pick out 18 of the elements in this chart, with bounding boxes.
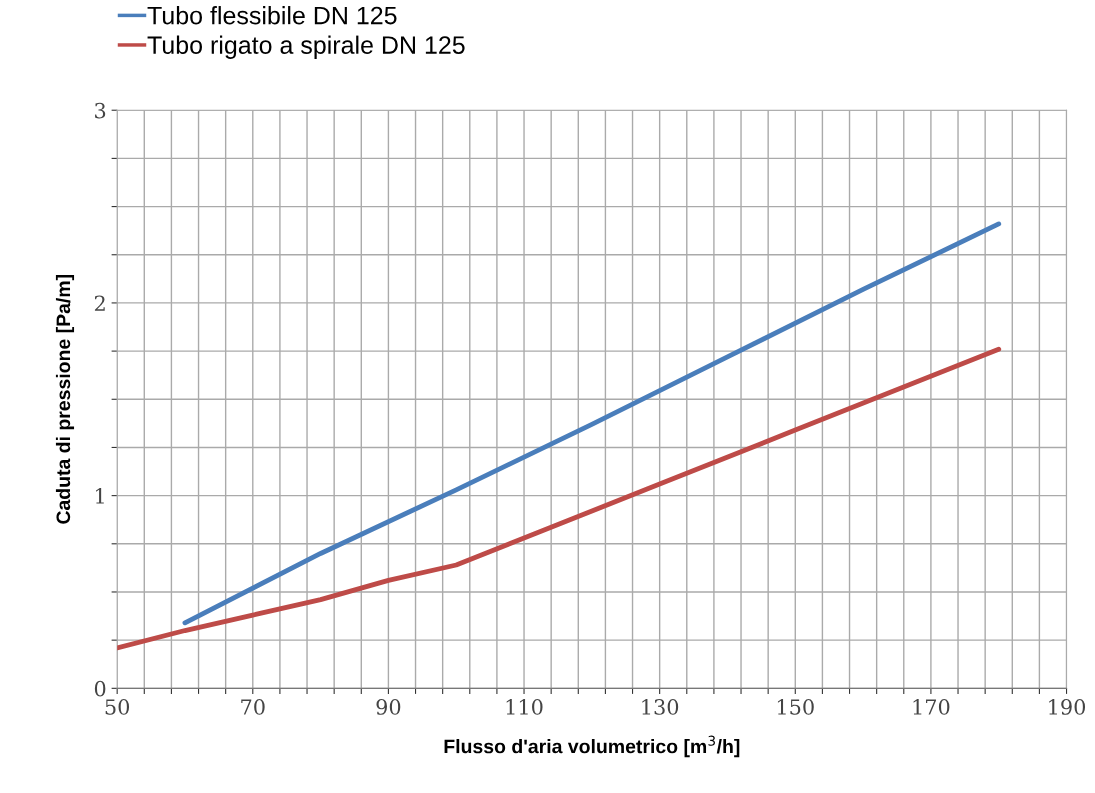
x-tick-label: 70 [241,699,265,715]
line-series [182,221,1002,626]
line-series [117,346,1002,651]
y-tick-label: 2 [94,295,105,311]
y-tick-label: 1 [96,488,104,504]
x-tick-label: 190 [1049,699,1086,715]
x-axis-title: Flusso d'aria volumetrico [m$^{3}$/h] [444,735,740,758]
x-tick-label: 150 [777,699,814,715]
y-tick-label: 0 [94,680,106,697]
legend-label: Tubo rigato a spirale DN 125 [147,35,465,59]
x-tick-label: 130 [642,699,679,715]
legend-label: Tubo flessibile DN 125 [147,6,397,25]
x-tick-label: 90 [376,699,401,715]
y-tick-label: 3 [95,102,106,119]
y-axis-title: Caduta di pressione [Pa/m] [55,275,75,524]
x-tick-label: 110 [506,699,543,715]
x-tick-label: 50 [105,699,130,715]
x-tick-label: 170 [913,699,950,715]
